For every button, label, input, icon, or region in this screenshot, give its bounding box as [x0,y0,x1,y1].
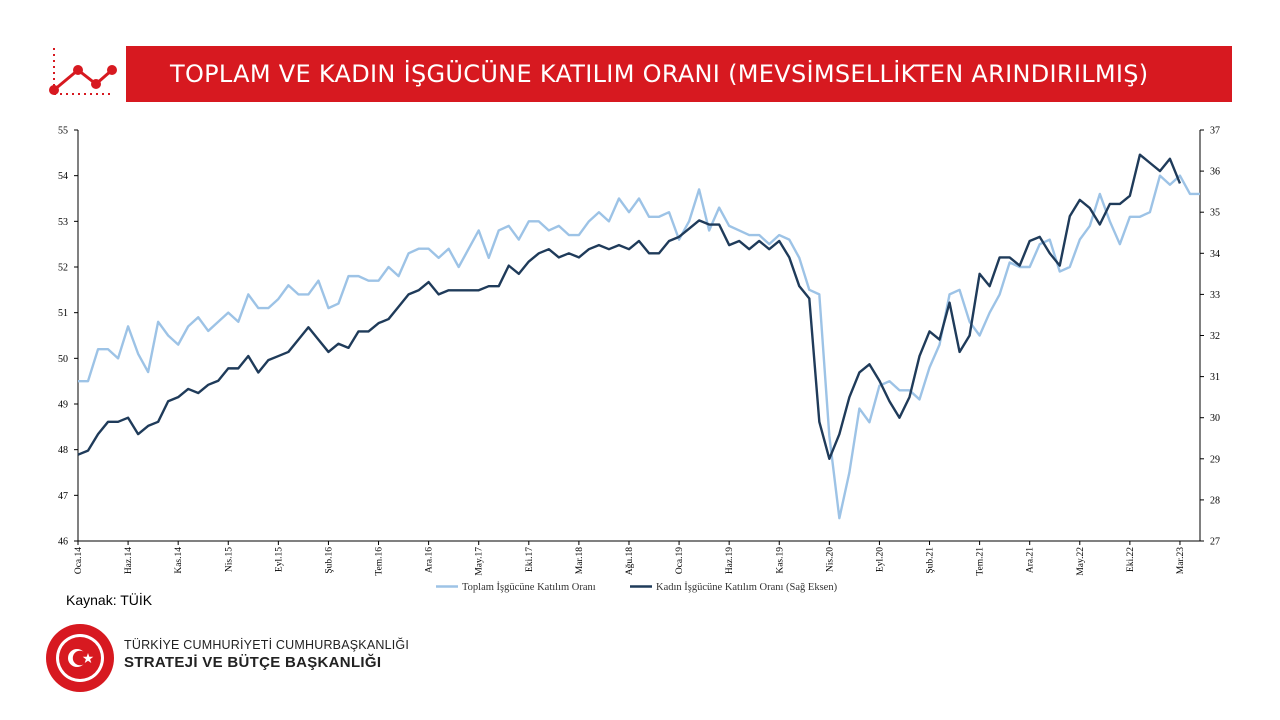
trend-line-icon [44,40,124,100]
org-name-line1: TÜRKİYE CUMHURİYETİ CUMHURBAŞKANLIĞI [124,638,410,652]
x-tick-label: Şub.21 [926,547,936,574]
x-tick-label: Eki.17 [525,547,535,572]
x-tick-label: Eyl.15 [274,547,284,572]
org-name-line2: STRATEJİ VE BÜTÇE BAŞKANLIĞI [124,654,382,671]
x-tick-label: Kas.19 [775,547,785,574]
women-participation-line [77,153,1182,460]
right-y-tick-label: 34 [1210,249,1220,260]
right-y-tick-label: 35 [1210,208,1220,219]
left-y-tick-label: 50 [58,354,68,365]
x-tick-label: Tem.21 [976,547,986,576]
title-bar: TOPLAM VE KADIN İŞGÜCÜNE KATILIM ORANI (… [126,46,1232,102]
x-tick-label: Nis.20 [825,547,835,572]
right-y-tick-label: 27 [1210,537,1220,548]
x-tick-label: Ara.16 [425,547,435,573]
x-tick-label: May.22 [1076,547,1086,576]
left-y-tick-label: 47 [58,491,68,502]
x-tick-label: Mar.18 [575,547,585,574]
right-y-tick-label: 30 [1210,413,1220,424]
right-y-tick-label: 36 [1210,167,1220,178]
right-y-tick-label: 31 [1210,372,1220,383]
legend-label-women: Kadın İşgücüne Katılım Oranı (Sağ Eksen) [656,581,838,593]
x-tick-label: Nis.15 [224,547,234,572]
right-y-tick-label: 32 [1210,331,1220,342]
x-tick-label: Ara.21 [1026,547,1036,573]
x-tick-label: Haz.19 [725,547,735,574]
total-participation-line [78,174,1200,520]
org-seal-logo [44,622,116,694]
legend-label-total: Toplam İşgücüne Katılım Oranı [462,581,596,593]
x-tick-label: Eyl.20 [875,547,885,572]
x-tick-label: Oca.14 [74,547,84,574]
x-tick-label: Haz.14 [124,547,134,574]
right-y-tick-label: 28 [1210,495,1220,506]
left-y-tick-label: 46 [58,537,68,548]
x-tick-label: Kas.14 [174,547,184,574]
right-y-tick-label: 29 [1210,454,1220,465]
left-y-tick-label: 51 [58,308,68,319]
right-y-tick-label: 37 [1210,126,1220,137]
x-tick-label: Eki.22 [1126,547,1136,572]
left-y-tick-label: 53 [58,217,68,228]
x-tick-label: Şub.16 [324,547,334,574]
x-tick-label: Mar.23 [1176,547,1186,574]
right-y-tick-label: 33 [1210,290,1220,301]
left-y-tick-label: 55 [58,126,68,137]
left-y-tick-label: 52 [58,263,68,274]
line-chart: 46 47 48 49 50 51 52 53 54 55 27 28 29 30 31 32 33 34 35 36… [58,126,1220,594]
chart-title: TOPLAM VE KADIN İŞGÜCÜNE KATILIM ORANI (… [170,60,1149,88]
source-note: Kaynak: TÜİK [66,592,153,608]
left-y-tick-label: 48 [58,445,68,456]
x-tick-label: May.17 [475,547,485,576]
x-tick-label: Oca.19 [675,547,685,574]
x-tick-label: Ağu.18 [625,547,635,575]
x-tick-label: Tem.16 [375,547,385,576]
left-y-tick-label: 54 [58,171,68,182]
left-y-tick-label: 49 [58,400,68,411]
